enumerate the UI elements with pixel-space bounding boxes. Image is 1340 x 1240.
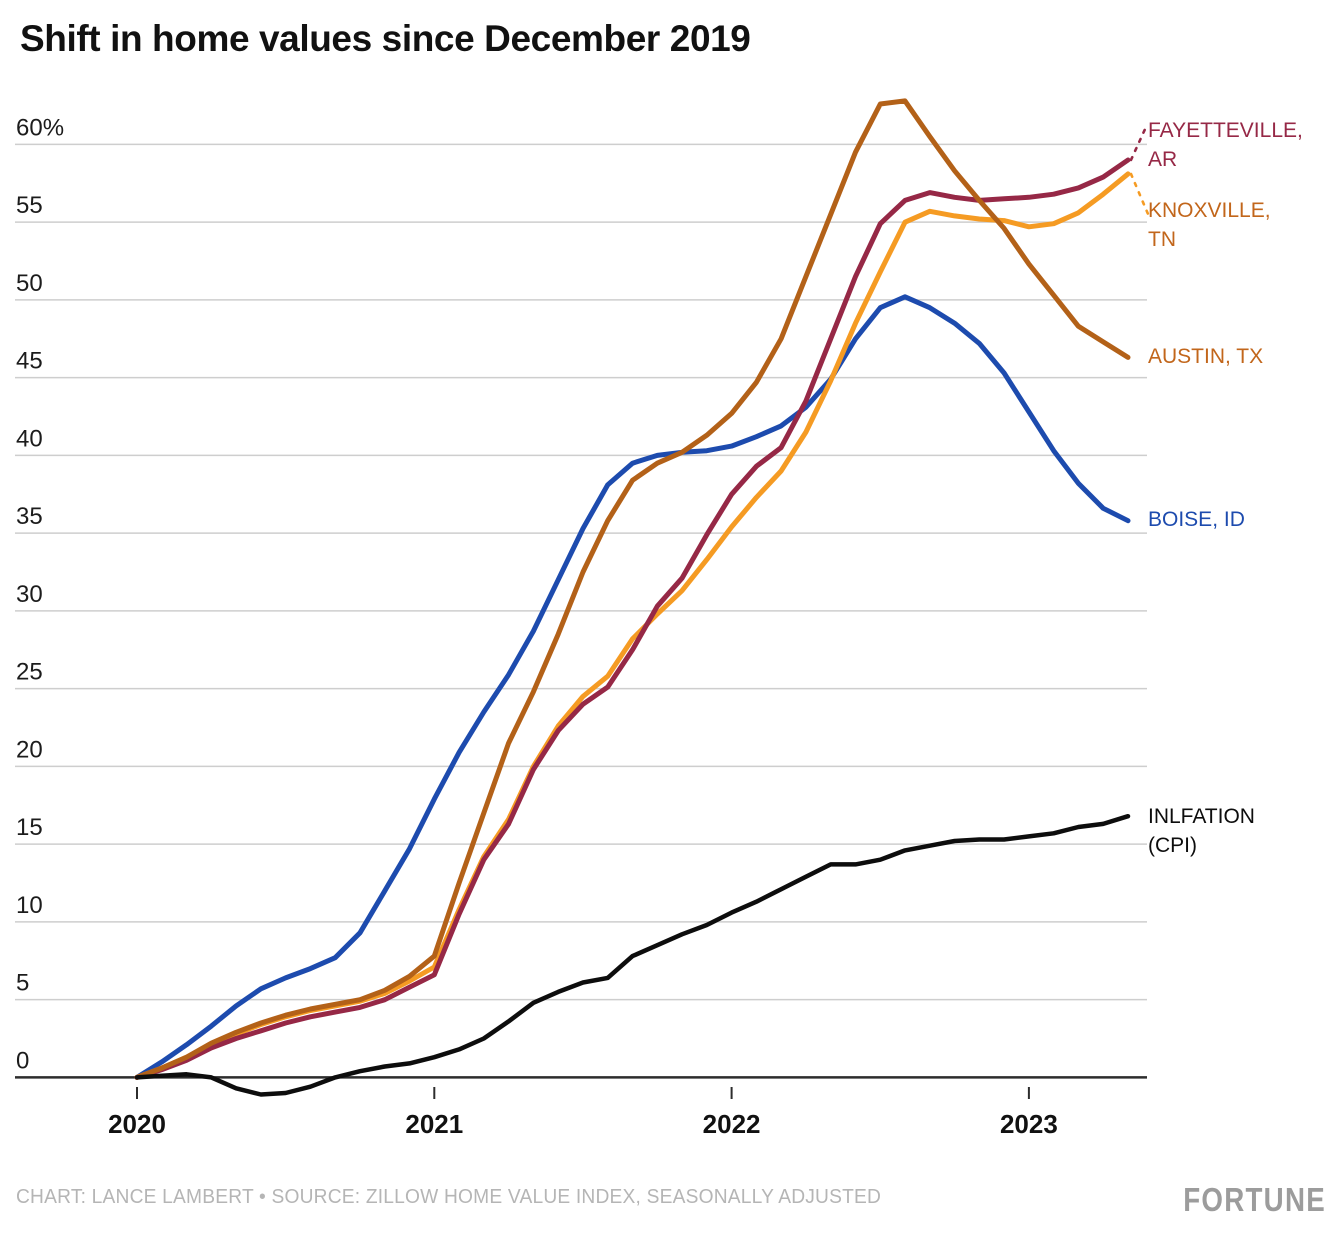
y-tick-label-55: 55 <box>16 192 43 219</box>
series-line-boise-id <box>134 294 1131 1080</box>
leader-line-fayetteville-ar <box>1129 125 1148 162</box>
series-label-inlfation-cpi: INLFATION (CPI) <box>1148 802 1255 860</box>
x-tick-label-2020: 2020 <box>108 1109 166 1139</box>
y-tick-label-25: 25 <box>16 659 43 686</box>
chart-credit-source: CHART: LANCE LAMBERT • SOURCE: ZILLOW HO… <box>16 1186 882 1208</box>
series-line-inlfation-cpi <box>134 813 1131 1097</box>
series-label-line: AR <box>1148 148 1178 171</box>
series-label-line: FAYETTEVILLE, <box>1148 119 1303 142</box>
y-tick-label-30: 30 <box>16 581 43 608</box>
y-tick-label-60: 60% <box>16 114 64 141</box>
y-tick-label-10: 10 <box>16 892 43 919</box>
y-tick-label-40: 40 <box>16 425 43 452</box>
x-tick-label-2023: 2023 <box>1000 1109 1058 1139</box>
series-label-line: INLFATION <box>1148 805 1255 828</box>
y-tick-label-35: 35 <box>16 503 43 530</box>
x-tick-label-2022: 2022 <box>703 1109 761 1139</box>
y-tick-label-45: 45 <box>16 348 43 375</box>
series-label-boise-id: BOISE, ID <box>1148 505 1245 534</box>
series-label-line: (CPI) <box>1148 834 1197 857</box>
series-line-knoxville-tn <box>134 171 1131 1080</box>
series-label-line: TN <box>1148 228 1176 251</box>
series-label-fayetteville-ar: FAYETTEVILLE, AR <box>1148 116 1303 174</box>
fortune-logo: FORTUNE <box>1183 1181 1326 1218</box>
series-line-austin-tx <box>134 98 1131 1080</box>
y-tick-label-0: 0 <box>16 1047 29 1074</box>
leader-line-knoxville-tn <box>1129 172 1150 216</box>
series-label-austin-tx: AUSTIN, TX <box>1148 342 1263 371</box>
y-tick-label-15: 15 <box>16 814 43 841</box>
y-tick-label-50: 50 <box>16 270 43 297</box>
y-tick-label-5: 5 <box>16 970 29 997</box>
x-tick-label-2021: 2021 <box>405 1109 463 1139</box>
series-label-line: BOISE, ID <box>1148 508 1245 531</box>
series-label-knoxville-tn: KNOXVILLE, TN <box>1148 196 1271 254</box>
series-label-line: KNOXVILLE, <box>1148 199 1271 222</box>
series-label-line: AUSTIN, TX <box>1148 345 1264 368</box>
y-tick-label-20: 20 <box>16 736 43 763</box>
series-line-fayetteville-ar <box>134 157 1131 1080</box>
chart-title: Shift in home values since December 2019 <box>20 18 751 59</box>
